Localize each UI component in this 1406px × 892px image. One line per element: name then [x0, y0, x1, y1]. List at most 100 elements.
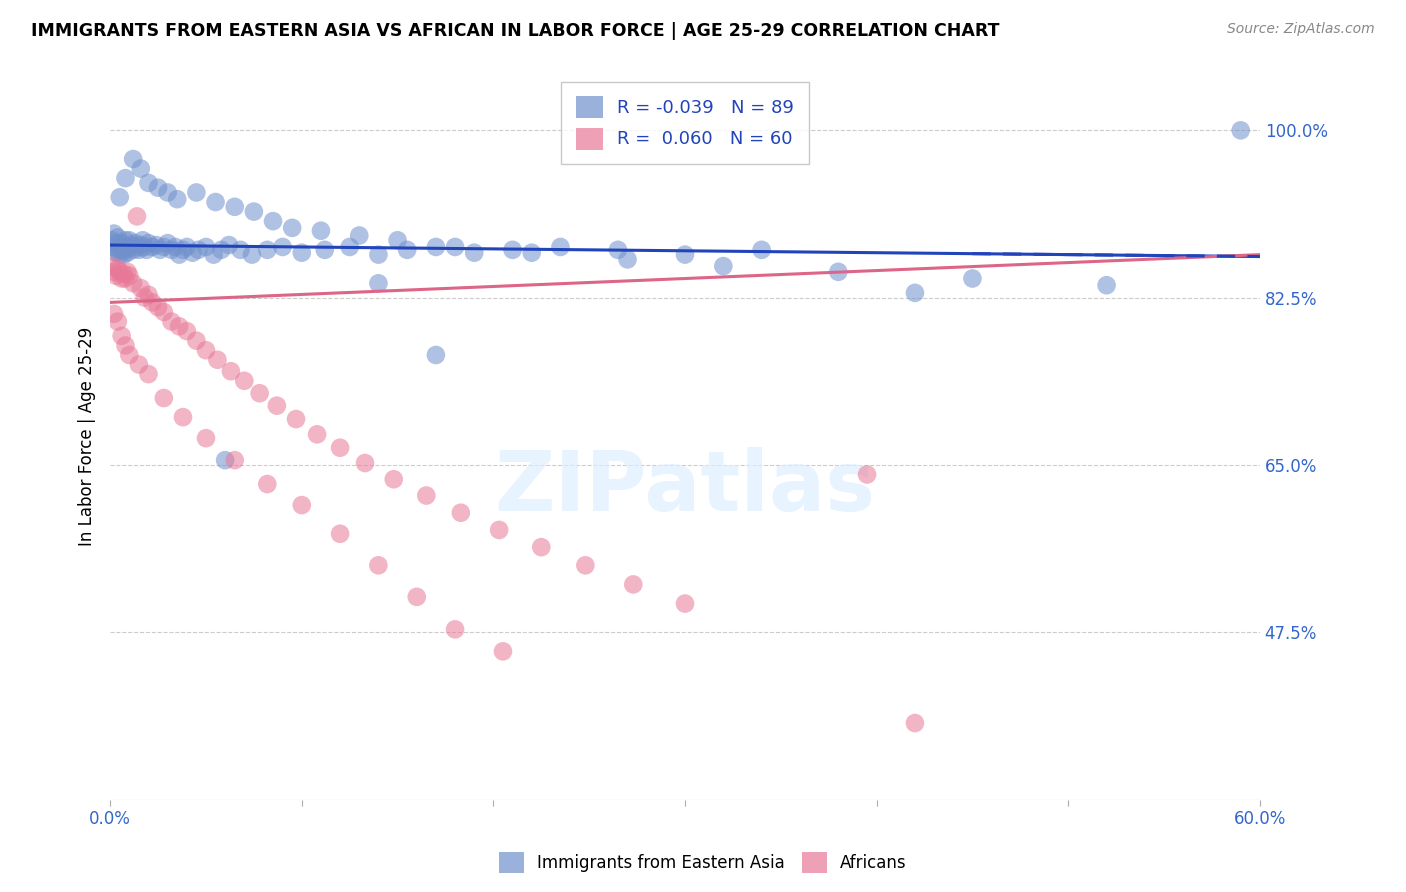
- Point: [266, 399, 288, 413]
- Point: [415, 489, 437, 503]
- Point: [107, 314, 129, 328]
- Point: [104, 268, 127, 283]
- Point: [111, 271, 134, 285]
- Point: [349, 228, 371, 243]
- Point: [114, 171, 136, 186]
- Point: [141, 295, 163, 310]
- Point: [367, 277, 389, 291]
- Point: [117, 245, 139, 260]
- Point: [107, 262, 129, 277]
- Point: [492, 644, 515, 658]
- Point: [111, 236, 134, 251]
- Point: [271, 240, 294, 254]
- Point: [156, 236, 179, 251]
- Point: [291, 498, 314, 512]
- Point: [1229, 123, 1251, 137]
- Point: [904, 285, 927, 300]
- Point: [214, 453, 236, 467]
- Point: [129, 161, 152, 176]
- Point: [176, 240, 198, 254]
- Point: [114, 233, 136, 247]
- Text: IMMIGRANTS FROM EASTERN ASIA VS AFRICAN IN LABOR FORCE | AGE 25-29 CORRELATION C: IMMIGRANTS FROM EASTERN ASIA VS AFRICAN …: [31, 22, 1000, 40]
- Point: [128, 358, 150, 372]
- Point: [114, 271, 136, 285]
- Point: [229, 243, 252, 257]
- Point: [108, 238, 131, 252]
- Point: [118, 240, 141, 254]
- Point: [103, 307, 125, 321]
- Point: [172, 410, 194, 425]
- Point: [114, 338, 136, 352]
- Point: [354, 456, 377, 470]
- Point: [194, 240, 217, 254]
- Point: [425, 240, 447, 254]
- Point: [125, 210, 148, 224]
- Point: [122, 152, 145, 166]
- Point: [111, 329, 134, 343]
- Point: [550, 240, 572, 254]
- Point: [108, 247, 131, 261]
- Point: [396, 243, 419, 257]
- Point: [367, 558, 389, 573]
- Point: [153, 391, 176, 405]
- Point: [530, 540, 553, 554]
- Point: [307, 427, 329, 442]
- Point: [314, 243, 336, 257]
- Point: [194, 431, 217, 445]
- Point: [103, 265, 125, 279]
- Point: [167, 319, 190, 334]
- Point: [444, 240, 467, 254]
- Point: [167, 247, 190, 261]
- Point: [118, 348, 141, 362]
- Point: [187, 243, 209, 257]
- Point: [108, 190, 131, 204]
- Point: [118, 233, 141, 247]
- Point: [444, 623, 467, 637]
- Point: [138, 236, 160, 251]
- Point: [186, 186, 208, 200]
- Y-axis label: In Labor Force | Age 25-29: In Labor Force | Age 25-29: [79, 326, 96, 546]
- Point: [218, 238, 240, 252]
- Point: [112, 240, 135, 254]
- Point: [165, 240, 187, 254]
- Point: [135, 243, 157, 257]
- Point: [194, 343, 217, 358]
- Point: [827, 265, 849, 279]
- Point: [138, 287, 160, 301]
- Point: [262, 214, 284, 228]
- Point: [128, 243, 150, 257]
- Point: [118, 268, 141, 283]
- Point: [112, 267, 135, 281]
- Text: ZIPatlas: ZIPatlas: [495, 447, 876, 527]
- Point: [711, 259, 734, 273]
- Point: [209, 243, 232, 257]
- Point: [219, 364, 242, 378]
- Point: [387, 233, 409, 247]
- Point: [382, 472, 405, 486]
- Point: [146, 300, 169, 314]
- Point: [291, 245, 314, 260]
- Point: [673, 247, 696, 261]
- Point: [129, 238, 152, 252]
- Point: [621, 577, 644, 591]
- Point: [249, 386, 271, 401]
- Text: Source: ZipAtlas.com: Source: ZipAtlas.com: [1227, 22, 1375, 37]
- Point: [160, 243, 183, 257]
- Point: [502, 243, 524, 257]
- Point: [132, 233, 155, 247]
- Point: [120, 238, 142, 252]
- Point: [153, 240, 176, 254]
- Point: [138, 176, 160, 190]
- Point: [256, 243, 278, 257]
- Point: [146, 180, 169, 194]
- Point: [103, 240, 125, 254]
- Point: [107, 243, 129, 257]
- Point: [450, 506, 472, 520]
- Point: [160, 314, 183, 328]
- Point: [166, 192, 188, 206]
- Point: [224, 200, 246, 214]
- Point: [256, 477, 278, 491]
- Point: [309, 224, 332, 238]
- Point: [243, 204, 266, 219]
- Point: [141, 240, 163, 254]
